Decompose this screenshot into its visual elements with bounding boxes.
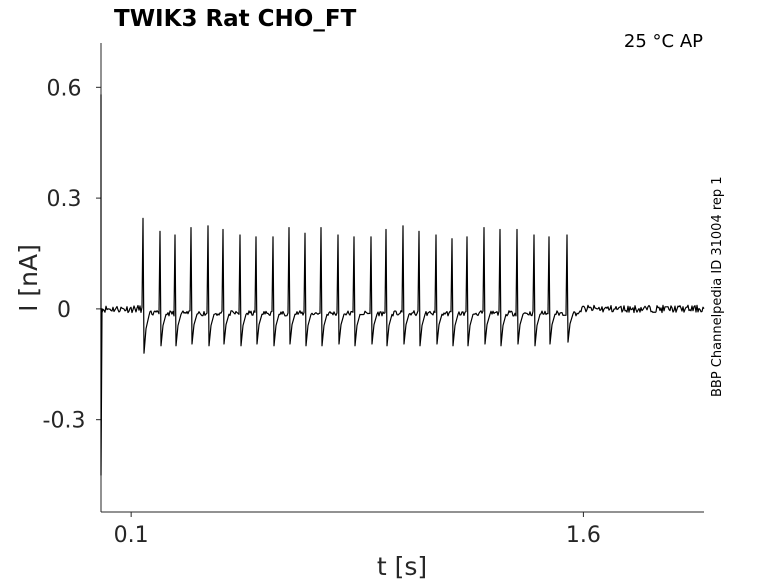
chart-title: TWIK3 Rat CHO_FT [114,6,357,32]
x-axis-label: t [s] [377,552,427,581]
y-axis-label: I [nA] [14,244,43,312]
y-tick-label: -0.3 [43,409,86,434]
channelpedia-id-label: BBP Channelpedia ID 31004 rep 1 [710,176,725,397]
y-tick-label: 0.3 [47,187,82,212]
condition-label: 25 °C AP [624,31,703,52]
current-trace [100,94,705,476]
x-tick-label: 0.1 [114,523,149,548]
x-ticks: 0.1 1.6 [114,512,601,548]
y-tick-label: 0.6 [47,76,82,101]
y-ticks: 0.6 0.3 0 -0.3 [43,76,101,434]
y-tick-label: 0 [57,298,71,323]
x-tick-label: 1.6 [566,523,601,548]
